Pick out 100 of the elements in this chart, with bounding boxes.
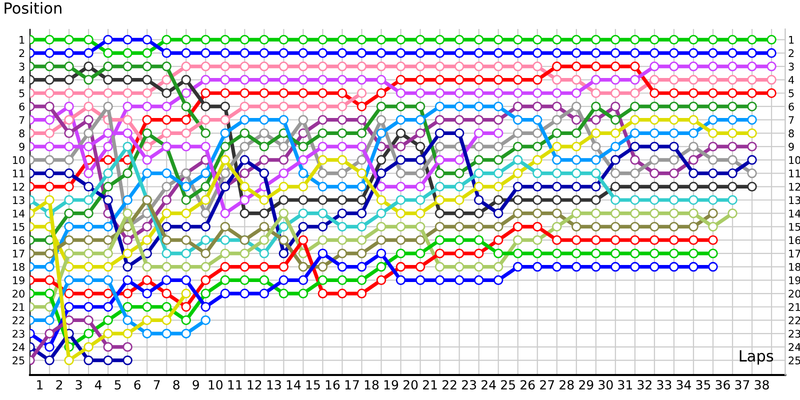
point [122,62,132,72]
point [552,235,562,245]
point [396,222,406,232]
point [591,235,601,245]
point [278,88,289,98]
point [162,235,172,245]
point [162,208,172,218]
point [572,155,582,165]
point [44,155,54,165]
y2-tick-label: 17 [789,250,800,258]
point [84,128,94,138]
point [415,248,426,258]
point [278,208,289,218]
x-tick-label: 26 [520,380,535,390]
point [376,168,386,178]
x-tick-label: 31 [618,380,632,390]
point [103,74,113,85]
point [474,208,484,218]
point [220,208,230,218]
point [552,222,562,232]
point [220,142,230,152]
point [220,235,230,245]
x-tick-label: 6 [134,380,141,390]
point [220,168,230,178]
point [415,102,426,112]
point [630,88,640,98]
point [688,155,698,165]
point [610,142,620,152]
point [142,302,152,312]
point [474,168,484,178]
point [630,62,640,72]
point [415,235,426,245]
point [64,275,74,286]
point [434,168,445,178]
point [396,195,406,205]
point [259,168,270,178]
point [356,168,367,178]
point [415,74,426,85]
x-tick-label: 5 [114,380,121,390]
point [356,34,367,45]
point [396,168,406,178]
point [103,288,113,298]
point [337,102,348,112]
point [454,155,464,165]
x-tick-label: 35 [696,380,710,390]
point [298,34,308,45]
x-tick-label: 14 [286,380,301,390]
point [44,342,54,352]
point [747,88,757,98]
point [278,48,289,58]
point [572,222,582,232]
point [278,155,289,165]
point [552,195,562,205]
x-tick-label: 1 [37,380,43,390]
point [728,195,738,205]
point [220,62,230,72]
point [318,102,328,112]
point [200,168,210,178]
point [181,102,191,112]
point [610,128,620,138]
x-tick-label: 21 [423,380,437,390]
point [84,222,94,232]
point [630,74,640,85]
point [630,195,640,205]
point [337,195,348,205]
point [572,248,582,258]
point [728,114,738,125]
point [747,128,757,138]
point [396,248,406,258]
point [64,62,74,72]
point [493,142,504,152]
point [747,48,757,58]
point [650,142,660,152]
point [259,34,270,45]
point [434,74,445,85]
point [142,62,152,72]
point [376,248,386,258]
point [181,288,191,298]
point [122,262,132,272]
point [181,62,191,72]
point [728,142,738,152]
point [474,114,484,125]
point [415,114,426,125]
point [512,74,523,85]
point [650,235,660,245]
point [708,222,718,232]
point [220,275,230,286]
point [474,182,484,192]
x-tick-label: 37 [735,380,750,390]
x-tick-label: 22 [442,380,456,390]
point [44,48,54,58]
y2-tick-label: 13 [789,196,800,204]
point [318,74,328,85]
y-tick-label: 23 [12,330,24,338]
point [84,315,94,326]
point [278,288,289,298]
point [669,182,679,192]
point [474,222,484,232]
point [142,235,152,245]
point [747,62,757,72]
